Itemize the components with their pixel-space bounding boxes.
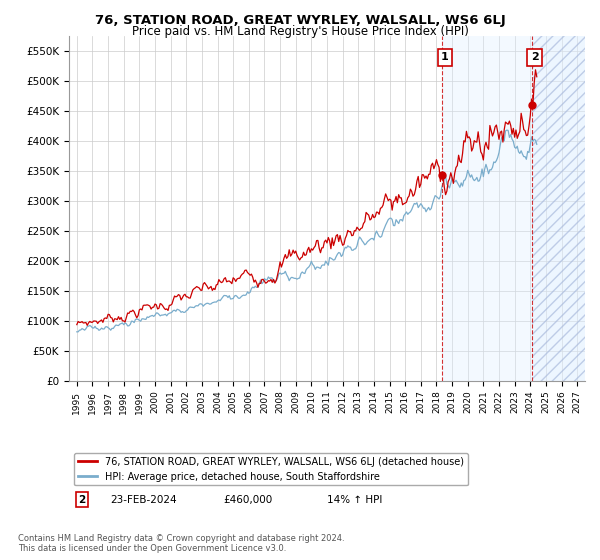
Text: 2: 2 [531,53,539,62]
Text: 14% ↑ HPI: 14% ↑ HPI [327,494,382,505]
Text: 1: 1 [441,53,449,62]
Legend: 76, STATION ROAD, GREAT WYRLEY, WALSALL, WS6 6LJ (detached house), HPI: Average : 76, STATION ROAD, GREAT WYRLEY, WALSALL,… [74,453,468,486]
Text: 10% ↑ HPI: 10% ↑ HPI [327,472,382,482]
Text: 24-MAY-2018: 24-MAY-2018 [110,472,178,482]
Bar [532,36,585,381]
Text: £343,000: £343,000 [224,472,273,482]
Bar [532,36,585,381]
Text: £460,000: £460,000 [224,494,273,505]
Text: Contains HM Land Registry data © Crown copyright and database right 2024.
This d: Contains HM Land Registry data © Crown c… [18,534,344,553]
Text: 2: 2 [78,494,86,505]
Text: 23-FEB-2024: 23-FEB-2024 [110,494,177,505]
Bar [442,36,532,381]
Text: 1: 1 [78,472,86,482]
Text: 76, STATION ROAD, GREAT WYRLEY, WALSALL, WS6 6LJ: 76, STATION ROAD, GREAT WYRLEY, WALSALL,… [95,14,505,27]
Text: Price paid vs. HM Land Registry's House Price Index (HPI): Price paid vs. HM Land Registry's House … [131,25,469,38]
